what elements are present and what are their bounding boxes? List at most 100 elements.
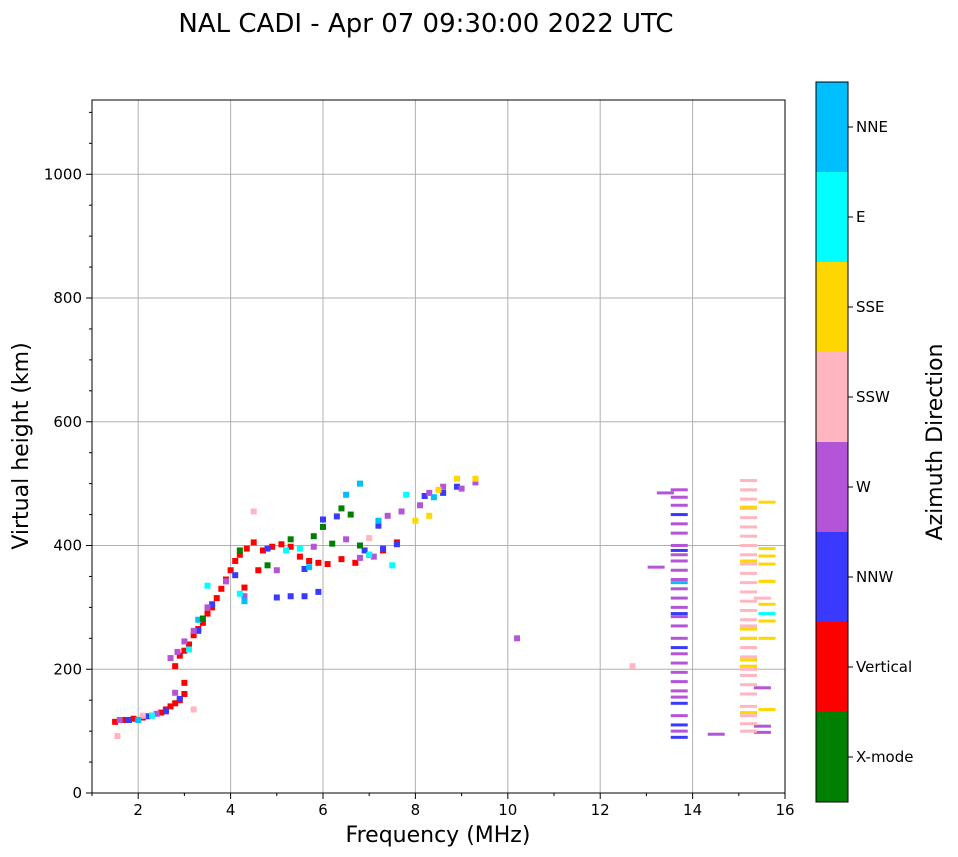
colorbar-segment — [816, 712, 848, 802]
data-point — [740, 667, 758, 671]
data-point — [629, 663, 636, 670]
data-point — [153, 710, 160, 717]
data-point — [167, 703, 174, 710]
data-point — [740, 627, 758, 631]
data-point — [232, 557, 239, 564]
data-point — [670, 544, 688, 547]
chart-title: NAL CADI - Apr 07 09:30:00 2022 UTC — [178, 9, 673, 39]
data-point — [417, 502, 424, 509]
data-point — [167, 655, 174, 662]
data-point — [222, 578, 229, 585]
data-point — [435, 486, 442, 493]
data-point — [753, 686, 771, 690]
data-point — [740, 646, 758, 650]
data-point — [112, 718, 119, 725]
data-point — [273, 594, 280, 601]
data-point — [670, 701, 688, 705]
data-point — [139, 712, 146, 719]
data-point — [243, 545, 250, 552]
data-point — [241, 598, 248, 605]
data-point — [403, 491, 410, 498]
series-x-mode — [199, 505, 363, 622]
data-point — [213, 595, 220, 602]
data-point — [670, 605, 688, 609]
data-point — [740, 636, 758, 640]
data-point — [670, 646, 688, 650]
data-point — [740, 711, 758, 715]
data-point — [356, 542, 363, 549]
data-point — [740, 692, 758, 696]
data-point — [740, 664, 758, 668]
data-point — [426, 512, 433, 519]
data-point — [740, 722, 758, 726]
data-point — [670, 581, 688, 585]
data-point — [740, 505, 758, 509]
colorbar-tick-label: NNE — [856, 118, 888, 136]
data-point — [181, 638, 188, 645]
colorbar-segment — [816, 352, 848, 442]
data-point — [144, 713, 151, 720]
data-point — [324, 561, 331, 568]
data-point — [758, 554, 776, 558]
data-point — [227, 567, 234, 574]
data-point — [236, 590, 243, 597]
data-point — [174, 648, 181, 655]
data-point — [656, 491, 674, 495]
data-point — [740, 488, 758, 492]
y-tick-label: 600 — [53, 413, 82, 431]
data-point — [514, 635, 521, 642]
data-point — [380, 545, 387, 552]
data-point — [149, 712, 156, 719]
data-point — [250, 539, 257, 546]
data-point — [670, 661, 688, 665]
data-point — [740, 559, 758, 563]
data-point — [670, 723, 688, 727]
data-point — [670, 612, 688, 616]
data-point — [384, 512, 391, 519]
data-point — [412, 517, 419, 524]
data-point — [204, 604, 211, 611]
data-point — [218, 585, 225, 592]
data-point — [670, 531, 688, 535]
data-point — [186, 646, 193, 653]
data-point — [740, 683, 758, 687]
data-point — [740, 544, 758, 547]
data-point — [190, 706, 197, 713]
colorbar-tick-label: SSE — [856, 298, 885, 316]
data-point — [670, 513, 688, 517]
data-point — [190, 627, 197, 634]
data-point — [338, 556, 345, 563]
data-point — [670, 624, 688, 628]
data-point — [181, 647, 188, 654]
data-point — [338, 505, 345, 512]
y-axis-label: Virtual height (km) — [9, 342, 34, 549]
data-point — [195, 616, 202, 623]
data-point — [670, 587, 688, 591]
data-point — [116, 716, 123, 723]
data-point — [753, 596, 771, 600]
colorbar-label: Azimuth Direction — [923, 343, 948, 540]
data-point — [758, 612, 776, 616]
data-point — [361, 547, 368, 554]
x-tick-label: 2 — [133, 801, 143, 819]
data-point — [320, 516, 326, 523]
data-point — [740, 655, 758, 659]
data-point — [740, 590, 758, 594]
data-point — [343, 536, 350, 543]
data-point — [758, 547, 776, 551]
data-point — [320, 523, 326, 530]
colorbar-segment — [816, 82, 848, 172]
data-point — [356, 554, 363, 561]
data-point — [453, 483, 460, 490]
series-nnw — [125, 483, 688, 739]
data-point — [287, 543, 294, 550]
data-point — [347, 511, 354, 518]
data-point — [375, 517, 382, 524]
grid — [92, 100, 786, 794]
data-point — [670, 553, 688, 557]
x-tick-label: 12 — [591, 801, 610, 819]
data-point — [458, 485, 465, 492]
data-point — [121, 716, 128, 723]
data-point — [255, 567, 262, 574]
